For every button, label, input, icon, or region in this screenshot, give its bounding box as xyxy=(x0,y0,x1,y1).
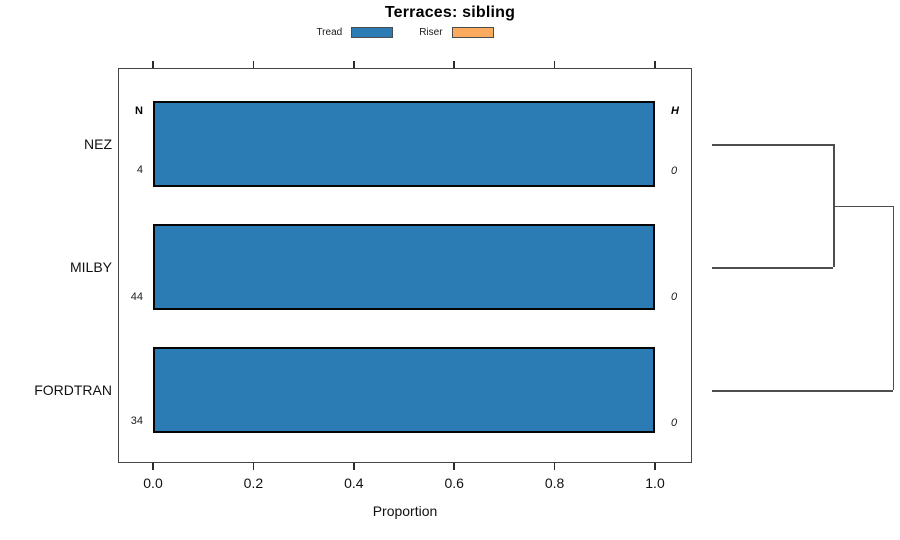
column-header-h: H xyxy=(671,105,679,117)
x-axis-tick-label: 0.6 xyxy=(444,475,464,491)
x-axis-tick xyxy=(654,61,656,68)
h-value-milby: 0 xyxy=(671,291,678,303)
x-axis-tick-label: 0.4 xyxy=(344,475,364,491)
x-axis-tick-label: 0.8 xyxy=(544,475,565,491)
x-axis-ticks-bottom xyxy=(118,463,692,470)
category-label-nez: NEZ xyxy=(84,136,112,152)
x-axis-tick-label: 0.0 xyxy=(143,475,163,491)
column-header-n: N xyxy=(135,105,143,117)
category-label-fordtran: FORDTRAN xyxy=(34,382,112,398)
x-axis-tick xyxy=(152,61,154,68)
sample-size-nez: 4 xyxy=(136,164,143,176)
h-value-fordtran: 0 xyxy=(671,417,678,429)
legend-label-riser: Riser xyxy=(419,26,443,38)
x-axis-tick-label: 0.2 xyxy=(243,475,264,491)
x-axis-tick xyxy=(353,463,355,470)
x-axis-tick-labels: 0.0 0.2 0.4 0.6 0.8 1.0 xyxy=(118,475,692,491)
dendrogram-segment xyxy=(892,205,894,390)
dendrogram-segment xyxy=(712,267,833,269)
bar-row-nez xyxy=(153,101,655,187)
legend-swatch-riser xyxy=(451,26,494,38)
x-axis-tick xyxy=(553,61,556,68)
x-axis-tick-label: 1.0 xyxy=(645,475,665,491)
plot-area-border xyxy=(118,68,692,463)
x-axis-title: Proportion xyxy=(372,503,438,519)
bar-segment-tread xyxy=(153,347,655,433)
category-label-milby: MILBY xyxy=(69,259,112,275)
x-axis-tick xyxy=(654,463,656,470)
legend-item-tread: Tread xyxy=(316,26,394,38)
bar-segment-tread xyxy=(153,224,655,310)
h-value-nez: 0 xyxy=(671,165,678,177)
bar-segment-tread xyxy=(153,101,655,187)
x-axis-ticks-top xyxy=(118,61,692,68)
bar-row-milby xyxy=(153,224,655,310)
x-axis-tick xyxy=(152,463,154,470)
sample-size-fordtran: 34 xyxy=(130,415,143,427)
dendrogram-segment xyxy=(712,390,893,392)
legend: Tread Riser xyxy=(118,25,692,39)
x-axis-tick xyxy=(453,463,455,470)
sample-size-milby: 44 xyxy=(130,291,143,303)
x-axis-tick xyxy=(553,463,556,470)
x-axis-tick xyxy=(252,61,255,68)
legend-item-riser: Riser xyxy=(419,26,494,38)
dendrogram-segment xyxy=(712,144,833,146)
bar-row-fordtran xyxy=(153,347,655,433)
legend-label-tread: Tread xyxy=(316,26,343,38)
dendrogram-segment xyxy=(833,205,893,207)
x-axis-tick xyxy=(353,61,355,68)
dendrogram-segment xyxy=(833,144,835,267)
legend-swatch-tread xyxy=(351,26,394,38)
chart-title: Terraces: sibling xyxy=(384,4,516,21)
x-axis-tick xyxy=(453,61,455,68)
x-axis-tick xyxy=(252,463,255,470)
